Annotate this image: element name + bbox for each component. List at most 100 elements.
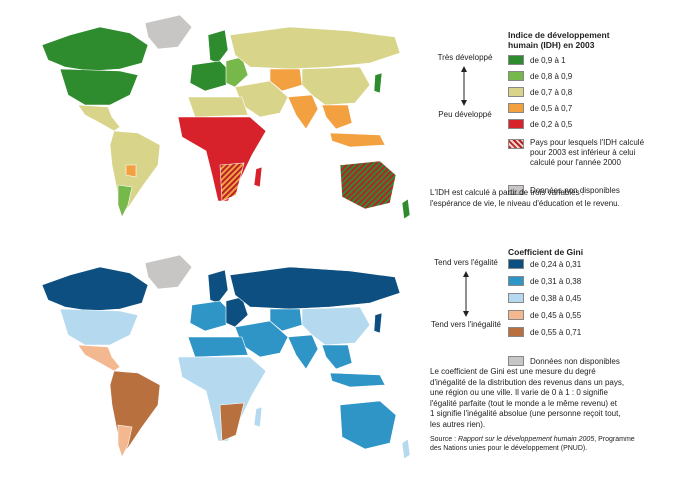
gini-label-5: de 0,55 à 0,71 [530,327,582,337]
south-america [109,370,161,456]
gini-note: Le coefficient de Gini est une mesure du… [430,367,675,430]
hdi-label-3: de 0,7 à 0,8 [530,87,573,97]
gini-label-2: de 0,31 à 0,38 [530,276,582,286]
hdi-label-2: de 0,8 à 0,9 [530,71,573,81]
gini-nodata: Données non disponibles [508,355,620,367]
usa [59,308,139,346]
gini-swatch-5 [508,327,524,337]
hdi-label-1: de 0,9 à 1 [530,55,566,65]
japan [373,72,383,94]
gini-swatch-4 [508,310,524,320]
china [301,306,371,346]
usa [59,68,139,106]
hdi-scale-arrow [461,66,467,106]
gini-label-1: de 0,24 à 0,31 [530,259,582,269]
japan [373,312,383,334]
gini-legend: Coefficient de Gini Tend vers l'égalité … [430,245,675,460]
hdi-hatch-line3: calculé pour l'année 2000 [530,158,621,167]
sub-saharan-africa [177,356,267,442]
gini-note-line5: 1 signifie l'inégalité absolue (une pers… [430,409,621,418]
gini-scale-top: Tend vers l'égalité [434,258,498,267]
gini-note-line4: l'égalité parfaite (tout le monde a le m… [430,398,617,408]
hdi-label-4: de 0,5 à 0,7 [530,103,573,113]
north-africa [187,336,249,358]
central-asia [269,68,303,92]
hdi-world-map [41,14,411,220]
hdi-swatch-2 [508,71,524,81]
southeast-asia [321,344,353,370]
russia [229,266,401,310]
india [287,334,319,370]
argentina [117,424,133,458]
gini-swatch-3 [508,293,524,303]
india [287,94,319,130]
hdi-scale-bottom: Peu développé [438,110,492,119]
sub-saharan-africa [177,116,267,202]
mexico [77,344,121,372]
gini-class-1: de 0,24 à 0,31 [508,258,581,270]
gini-note-line3: une région ou une ville. Il varie de 0 à… [430,388,608,397]
central-asia [269,308,303,332]
hdi-note: L'IDH est calculé à partir de trois vari… [430,188,675,209]
canada [41,26,149,72]
madagascar [253,166,263,188]
australia [339,400,397,450]
source-note: Source : Rapport sur le développement hu… [430,435,675,453]
gini-note-line2: d'inégalité de la distribution des reven… [430,377,625,387]
argentina [117,184,133,218]
australia [339,160,397,210]
source-prefix: Source : [430,436,459,443]
hdi-nodata: Données non disponibles [508,184,620,196]
gini-note-line6: les autres rien). [430,419,486,429]
hdi-class-1: de 0,9 à 1 [508,54,566,66]
gini-class-3: de 0,38 à 0,45 [508,292,581,304]
gini-note-line1: Le coefficient de Gini est une mesure du… [430,367,596,376]
gini-title: Coefficient de Gini [508,247,584,257]
gini-swatch-1 [508,259,524,269]
mexico [77,104,121,132]
gini-nodata-swatch [508,356,524,366]
hdi-note-line1: L'IDH est calculé à partir de trois vari… [430,188,585,197]
new-zealand [401,438,411,460]
southern-africa-hatch [219,162,245,202]
gini-label-3: de 0,38 à 0,45 [530,293,582,303]
gini-world-map [41,254,411,460]
gini-class-5: de 0,55 à 0,71 [508,326,581,338]
north-africa [187,96,249,118]
hdi-swatch-3 [508,87,524,97]
hdi-note-line2: l'espérance de vie, le niveau d'éducatio… [430,198,620,208]
gini-class-2: de 0,31 à 0,38 [508,275,581,287]
hdi-class-4: de 0,5 à 0,7 [508,102,572,114]
greenland [144,14,193,50]
gini-class-4: de 0,45 à 0,55 [508,309,581,321]
indonesia [329,132,386,148]
southern-africa [219,402,245,442]
hdi-hatch-swatch [508,139,524,149]
greenland [144,254,193,290]
scandinavia [207,29,229,64]
hdi-hatch-line1: Pays pour lesquels l'IDH calculé [530,138,645,147]
hdi-swatch-5 [508,119,524,129]
hdi-title-line1: Indice de développement [508,30,610,40]
scandinavia [207,269,229,304]
hdi-class-5: de 0,2 à 0,5 [508,118,572,130]
source-title: Rapport sur le développement humain 2005 [458,436,595,443]
hdi-hatch-line2: pour 2003 est inférieur à celui [530,148,636,157]
hdi-hatch-class: Pays pour lesquels l'IDH calculé pour 20… [508,138,644,168]
hdi-swatch-1 [508,55,524,65]
russia [229,26,401,70]
gini-scale-bottom: Tend vers l'inégalité [430,320,501,329]
hdi-swatch-4 [508,103,524,113]
hdi-title-line2: humain (IDH) en 2003 [508,40,595,50]
source-rest: , Programme [594,436,635,443]
madagascar [253,406,263,428]
hdi-legend: Indice de développement humain (IDH) en … [430,24,675,219]
source-line2: des Nations unies pour le développement … [430,445,588,452]
gini-scale-arrow [463,271,469,317]
gini-nodata-label: Données non disponibles [530,356,620,366]
bolivia [125,164,137,178]
hdi-class-3: de 0,7 à 0,8 [508,86,572,98]
hdi-label-5: de 0,2 à 0,5 [530,119,573,129]
hdi-nodata-label: Données non disponibles [530,185,620,195]
hdi-scale-top: Très développé [437,53,493,62]
